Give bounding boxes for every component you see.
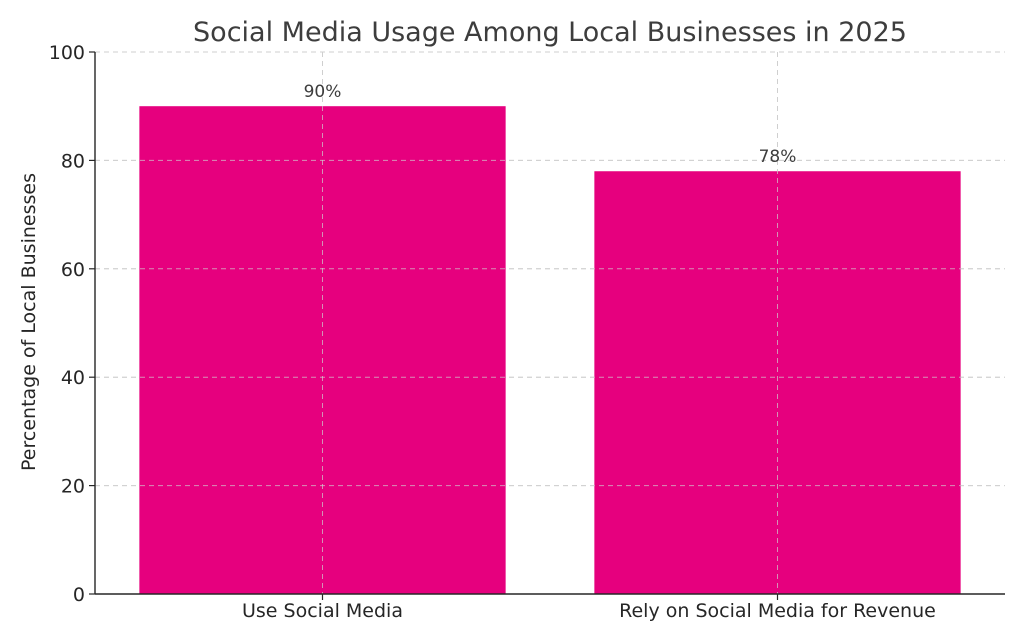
chart-title: Social Media Usage Among Local Businesse… [193,17,907,48]
y-tick-label: 20 [61,476,85,498]
y-tick-label: 60 [61,259,85,281]
bars [95,51,1005,595]
y-axis-label: Percentage of Local Businesses [18,173,40,471]
data-labels: 90% 78% [304,82,797,167]
data-label: 90% [304,82,342,102]
x-tick-label: Rely on Social Media for Revenue [619,600,936,622]
y-tick-label: 0 [73,584,85,606]
y-tick-label: 100 [49,42,85,64]
data-label: 78% [759,147,797,167]
x-tick-label: Use Social Media [242,600,403,622]
y-tick-label: 40 [61,367,85,389]
y-tick-label: 80 [61,150,85,172]
x-ticks: Use Social Media Rely on Social Media for… [242,594,936,622]
y-ticks: 0 20 40 60 80 100 [49,42,95,606]
axes [94,52,1005,595]
